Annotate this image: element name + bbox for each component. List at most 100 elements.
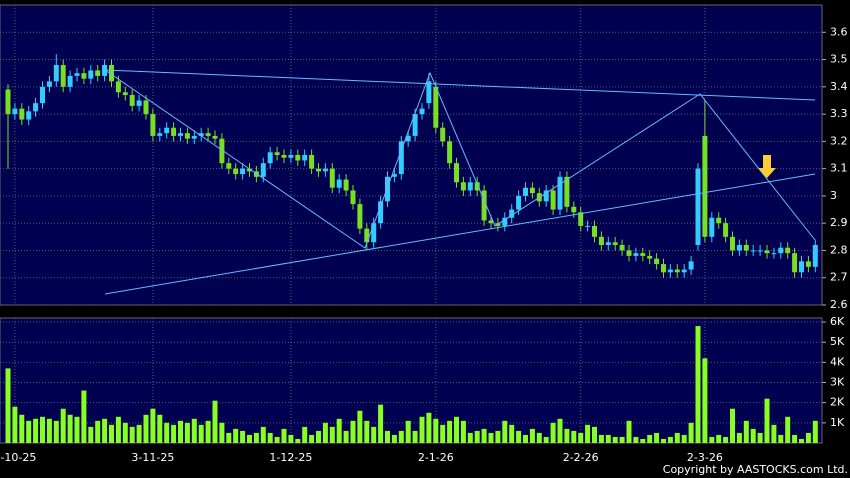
candle-body [385, 176, 390, 202]
volume-bar [184, 422, 190, 443]
volume-bar [495, 430, 501, 443]
candle-body [550, 190, 556, 210]
candle-body [150, 114, 156, 136]
volume-bar [764, 398, 770, 443]
volume-bar [364, 420, 370, 443]
volume-bar [578, 432, 584, 443]
volume-bar [619, 436, 625, 443]
volume-bar [785, 416, 791, 443]
candle-body [647, 255, 653, 259]
volume-bar [329, 426, 335, 443]
volume-bar [60, 408, 66, 443]
candle-body [322, 168, 328, 172]
x-tick-label: 2-3-26 [687, 451, 723, 464]
candle-body [723, 223, 729, 237]
volume-bar [612, 436, 618, 443]
candle-body [688, 261, 694, 270]
volume-bar [633, 436, 639, 443]
trend-line [104, 69, 816, 249]
candle-body [743, 245, 749, 251]
volume-bar [805, 432, 811, 443]
trend-lines [104, 69, 816, 295]
volume-bar [88, 426, 94, 443]
candle-body [405, 135, 411, 142]
candle-body [233, 168, 239, 175]
candle-body [26, 111, 32, 120]
candle-body [219, 138, 225, 164]
volume-bar [398, 430, 404, 443]
x-tick-label: 2-2-26 [563, 451, 599, 464]
volume-bar [474, 430, 480, 443]
candle-body [67, 75, 73, 87]
volume-bar [661, 438, 666, 443]
y-tick-label: 3K [830, 376, 845, 389]
volume-bar [74, 416, 80, 443]
y-tick-label: 3 [830, 189, 837, 202]
volume-bar [509, 424, 515, 443]
candle-body [481, 190, 487, 221]
y-tick-label: 3.5 [830, 53, 848, 66]
volume-bar [212, 400, 218, 443]
y-tick-label: 6K [830, 315, 845, 328]
volume-bar [405, 420, 411, 443]
y-tick-label: 2K [830, 396, 845, 409]
volume-bar [53, 420, 59, 443]
volume-bar [240, 430, 246, 443]
volume-bar [709, 436, 715, 443]
y-tick-label: 3.3 [830, 107, 848, 120]
volume-bar [543, 436, 549, 443]
trend-line [104, 173, 816, 295]
volume-bar [440, 424, 446, 443]
candle-body [364, 228, 370, 243]
candle-body [633, 253, 639, 256]
volume-bar [674, 432, 680, 443]
x-tick-label: 3-11-25 [131, 451, 174, 464]
volume-bar [26, 420, 32, 443]
candle-body [295, 155, 301, 161]
x-tick-label: 1-12-25 [269, 451, 312, 464]
y-tick-label: 3.4 [830, 80, 848, 93]
volume-bar [757, 432, 763, 443]
volume-bar [46, 418, 52, 443]
volume-bar [736, 432, 742, 443]
candle-body [102, 65, 108, 76]
volume-bar [136, 424, 142, 443]
candle-body [654, 258, 660, 265]
volume-bar [557, 418, 563, 443]
volume-bar [529, 428, 535, 443]
candle-body [357, 204, 363, 229]
candle-body [350, 190, 356, 205]
candle-body [122, 92, 128, 95]
volume-bar [799, 438, 804, 443]
candle-body [302, 155, 308, 161]
candle-body [281, 155, 287, 158]
volume-bar [460, 420, 466, 443]
y-tick-label: 2.7 [830, 271, 848, 284]
volume-bar [322, 422, 328, 443]
volume-bar [267, 432, 273, 443]
volume-bar [171, 424, 177, 443]
volume-bar [178, 420, 183, 443]
volume-bar [778, 434, 784, 443]
volume-bar [771, 424, 777, 443]
volume-bar [233, 428, 239, 443]
y-tick-label: 2.6 [830, 298, 848, 311]
candle-body [771, 253, 777, 255]
y-tick-label: 2.8 [830, 243, 848, 256]
candle-body [736, 245, 742, 251]
volume-bar [723, 436, 729, 443]
candle-body [681, 269, 687, 273]
candle-body [488, 220, 494, 224]
arrow-marker [758, 155, 776, 178]
candle-body [5, 89, 11, 115]
candle-body [46, 81, 52, 87]
volume-bar [647, 434, 653, 443]
candle-body [702, 135, 708, 237]
candle-body [626, 250, 632, 256]
volume-bar [316, 430, 321, 443]
candle-body [454, 163, 459, 183]
candle-body [474, 182, 480, 191]
candle-body [785, 247, 791, 254]
volume-bar [129, 426, 135, 443]
